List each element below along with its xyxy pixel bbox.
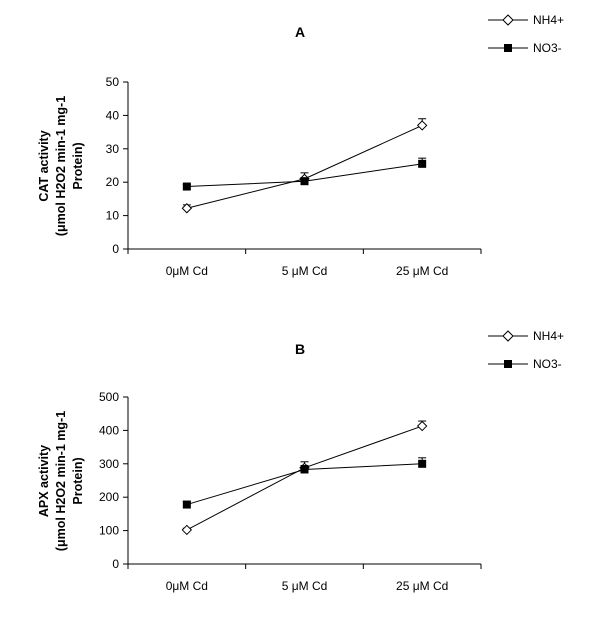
y-axis-label-line-2: (μmol H2O2 min-1 mg-1 [54,411,68,551]
data-point-no3 [182,182,191,191]
legend-marker-no3 [504,44,512,52]
y-tick-label: 40 [106,108,120,122]
series-line-nh4 [186,425,423,531]
legend: NH4+ NO3- [488,329,564,371]
data-point-no3 [300,465,309,474]
legend-marker-no3 [504,360,512,368]
legend-marker-nh4 [502,330,514,342]
legend-label-no3: NO3- [533,41,562,55]
y-tick-label: 500 [99,390,119,404]
y-tick-label: 30 [106,142,120,156]
chart-panel-b: B APX activity (μmol H2O2 min-1 mg-1 Pro… [37,329,564,593]
x-tick-label: 25 μM Cd [396,264,448,278]
x-tick-label: 5 μM Cd [282,264,328,278]
y-tick-label: 300 [99,457,119,471]
y-tick-label: 400 [99,423,119,437]
y-tick-label: 0 [112,242,119,256]
data-point-no3 [418,459,427,468]
y-tick-label: 50 [106,75,120,89]
data-point-nh4 [416,120,428,131]
data-point-no3 [300,177,309,186]
legend-marker-nh4 [502,14,514,26]
data-point-nh4 [416,420,428,432]
y-tick-label: 0 [112,557,119,571]
data-point-no3 [182,500,191,509]
data-point-no3 [418,159,427,168]
y-tick-label: 20 [106,175,120,189]
y-axis-label-line-3: Protein) [71,457,85,504]
x-tick-label: 25 μM Cd [396,579,448,593]
y-axis-label-line-2: (μmol H2O2 min-1 mg-1 [54,96,68,236]
x-tick-label: 5 μM Cd [282,579,328,593]
y-axis-label-line-1: CAT activity [37,130,51,201]
y-tick-label: 10 [106,209,120,223]
series-line-nh4 [186,124,423,209]
x-tick-label: 0μM Cd [166,264,208,278]
legend-label-no3: NO3- [533,357,562,371]
y-axis-label-line-1: APX activity [37,445,51,517]
data-point-nh4 [181,524,193,536]
legend-label-nh4: NH4+ [533,13,564,27]
data-point-nh4 [181,203,193,214]
legend: NH4+ NO3- [488,13,564,55]
y-axis-label-line-3: Protein) [71,142,85,189]
y-tick-label: 100 [99,524,119,538]
chart-panel-a: A CAT activity (μmol H2O2 min-1 mg-1 Pro… [37,13,564,278]
chart-title: B [295,341,305,357]
chart-title: A [295,24,305,40]
legend-label-nh4: NH4+ [533,329,564,343]
x-tick-label: 0μM Cd [166,579,208,593]
y-tick-label: 200 [99,490,119,504]
